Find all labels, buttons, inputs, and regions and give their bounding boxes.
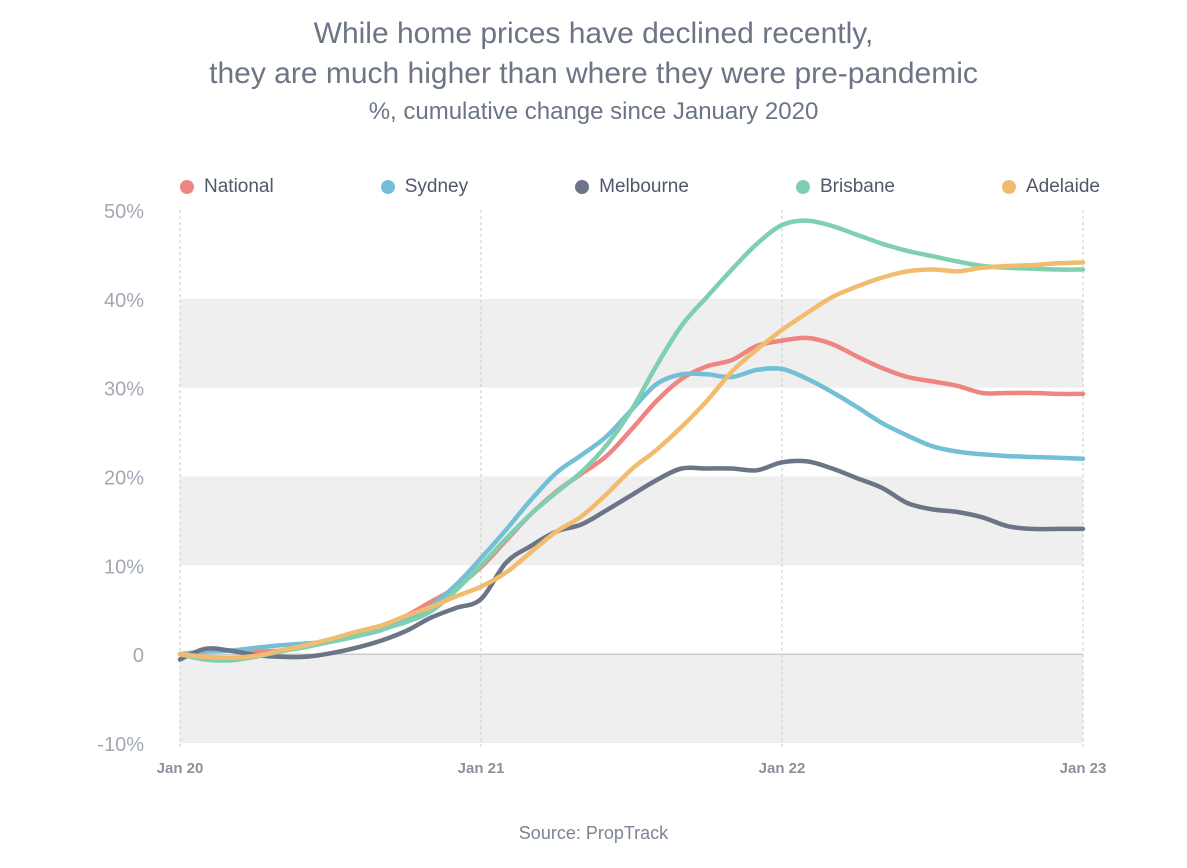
chart-subtitle: %, cumulative change since January 2020 (368, 98, 819, 125)
legend-item-adelaide[interactable]: Adelaide (1002, 176, 1100, 198)
y-tick-label: 50% (104, 201, 144, 223)
y-tick-label: 30% (104, 379, 144, 401)
legend-label-sydney: Sydney (404, 176, 469, 197)
legend-swatch-adelaide (1002, 180, 1016, 194)
legend-item-national[interactable]: National (180, 176, 274, 198)
y-tick-label: 20% (104, 468, 144, 490)
legend-item-melbourne[interactable]: Melbourne (575, 176, 689, 198)
y-tick-label: 10% (104, 556, 144, 578)
x-tick-label: Jan 21 (458, 760, 505, 777)
chart-legend: National Sydney Melbourne Brisbane Adela… (180, 174, 1100, 200)
series-line-melbourne (177, 458, 1086, 662)
grid-band (180, 298, 1083, 388)
legend-item-sydney[interactable]: Sydney (380, 176, 469, 198)
chart-title-line-1: While home prices have declined recently… (313, 17, 874, 50)
y-tick-label: 40% (104, 290, 144, 312)
legend-label-brisbane: Brisbane (819, 176, 895, 197)
grid-band (180, 476, 1083, 566)
legend-swatch-brisbane (795, 180, 810, 194)
y-tick-label: -10% (97, 734, 144, 756)
chart-title-line-2: they are much higher than where they wer… (209, 57, 978, 90)
legend-swatch-melbourne (575, 180, 590, 194)
legend-label-adelaide: Adelaide (1026, 176, 1100, 197)
legend-label-melbourne: Melbourne (599, 176, 689, 197)
grid-band (180, 654, 1083, 743)
y-tick-label: 0 (133, 645, 144, 667)
legend-label-national: National (204, 176, 274, 197)
legend-swatch-sydney (380, 180, 395, 194)
legend-item-brisbane[interactable]: Brisbane (795, 176, 895, 198)
x-tick-label: Jan 20 (157, 760, 204, 777)
x-tick-label: Jan 23 (1060, 760, 1107, 777)
legend-swatch-national (180, 180, 194, 194)
x-tick-label: Jan 22 (759, 760, 806, 777)
series-line-adelaide (177, 260, 1086, 660)
series-line-brisbane (177, 218, 1086, 663)
chart-source: Source: PropTrack (518, 823, 669, 843)
